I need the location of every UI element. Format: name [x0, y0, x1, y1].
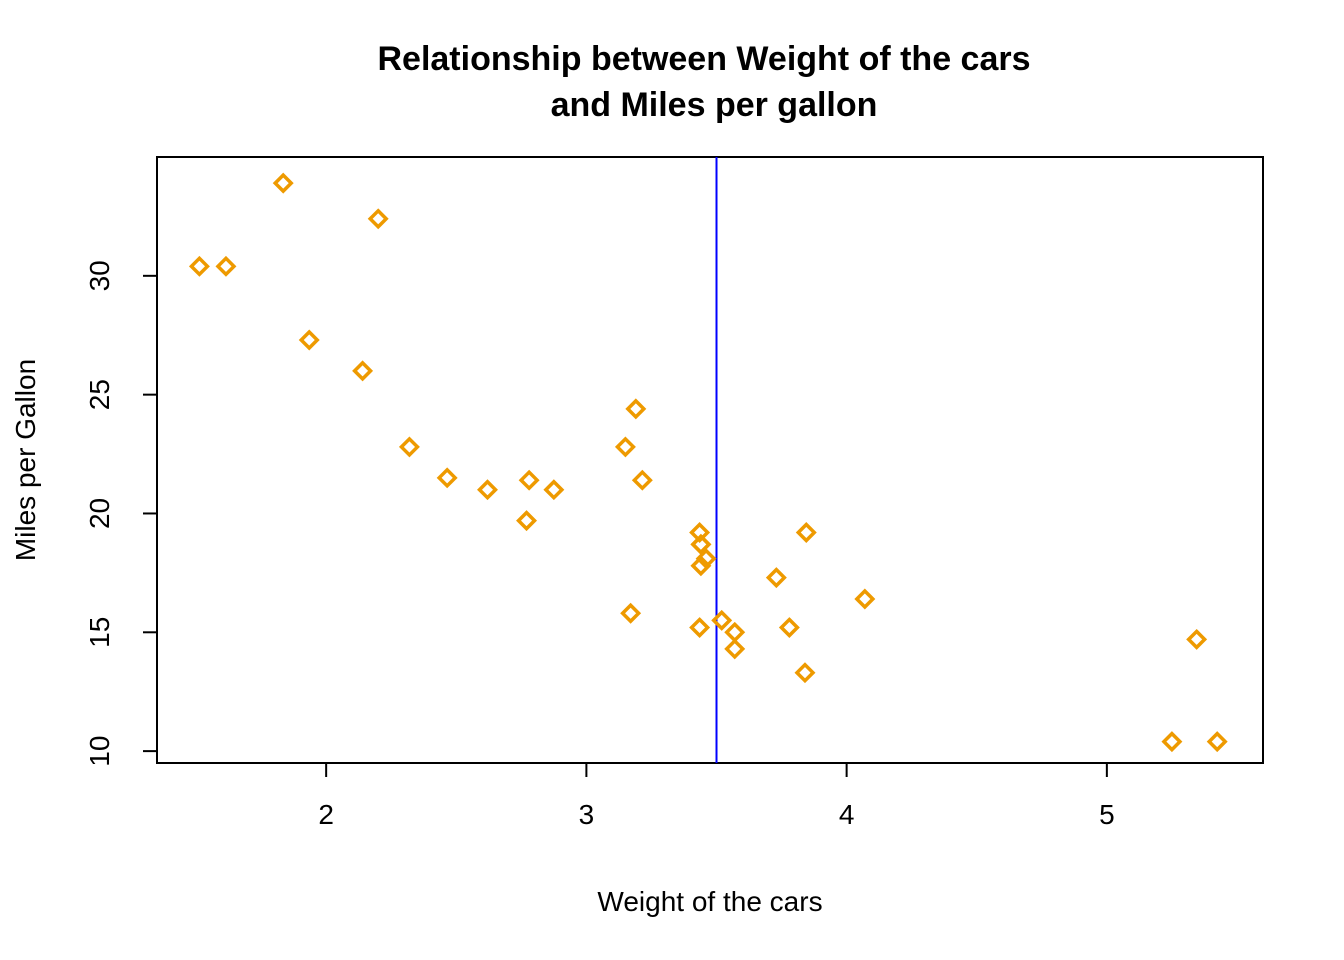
- x-axis: 2 3 4 5: [318, 762, 1115, 830]
- data-point: [614, 436, 636, 458]
- x-tick-label: 4: [839, 799, 855, 830]
- data-point: [620, 602, 642, 624]
- data-point: [631, 469, 653, 491]
- data-point: [516, 510, 538, 532]
- data-point: [518, 469, 540, 491]
- data-point: [695, 548, 717, 570]
- data-point: [215, 255, 237, 277]
- data-point: [689, 522, 711, 543]
- x-tick-label: 5: [1099, 799, 1115, 830]
- y-tick-label: 25: [84, 379, 115, 410]
- data-point: [1206, 731, 1228, 753]
- data-point: [778, 617, 800, 639]
- chart-title-line-2: and Miles per gallon: [551, 86, 878, 124]
- data-point: [1186, 628, 1208, 650]
- data-point: [724, 638, 746, 660]
- x-tick-label: 2: [318, 799, 334, 830]
- data-point: [690, 555, 712, 577]
- y-tick-label: 10: [84, 736, 115, 767]
- y-axis: 10 15 20 25 30: [84, 260, 158, 767]
- data-point: [625, 398, 647, 420]
- data-point: [724, 621, 746, 643]
- data-point: [1161, 731, 1183, 753]
- data-point: [795, 522, 817, 543]
- data-point: [367, 208, 389, 230]
- data-point: [188, 255, 210, 277]
- data-point: [398, 436, 420, 458]
- data-point: [436, 467, 458, 489]
- data-point: [854, 588, 876, 610]
- data-point: [711, 609, 733, 631]
- data-point: [477, 479, 498, 501]
- data-points: [188, 172, 1228, 753]
- chart-title-line-1: Relationship between Weight of the cars: [377, 40, 1030, 78]
- data-point: [689, 617, 711, 639]
- data-point: [543, 479, 565, 501]
- x-tick-label: 3: [579, 799, 595, 830]
- data-point: [272, 172, 294, 194]
- data-point: [765, 567, 787, 589]
- data-point: [690, 533, 712, 555]
- data-point: [794, 662, 816, 684]
- y-tick-label: 20: [84, 498, 115, 529]
- y-tick-label: 15: [84, 617, 115, 648]
- x-axis-label: Weight of the cars: [597, 886, 822, 917]
- data-point: [298, 329, 320, 351]
- plot-frame: [156, 156, 1264, 764]
- data-point: [352, 360, 374, 382]
- y-axis-label: Miles per Gallon: [10, 359, 41, 561]
- y-tick-label: 30: [84, 260, 115, 291]
